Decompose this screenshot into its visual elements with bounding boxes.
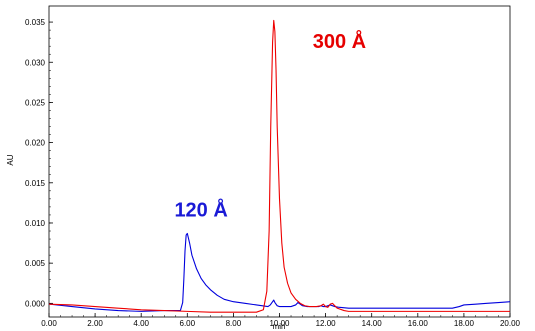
x-tick-label: 2.00 bbox=[87, 319, 103, 328]
y-axis-ticks: 0.000 0.005 0.010 0.015 0.020 0.025 0.030 0.035 bbox=[25, 18, 53, 308]
peak-annotation-2: 300 Å bbox=[313, 29, 366, 53]
series-line-2 bbox=[48, 19, 510, 313]
y-tick-label: 0.010 bbox=[25, 219, 46, 228]
y-axis-title: AU bbox=[6, 154, 15, 165]
y-tick-label: 0.030 bbox=[25, 58, 46, 67]
y-tick-label: 0.020 bbox=[25, 139, 46, 148]
series-line-1 bbox=[48, 232, 511, 312]
x-tick-label: 10.00 bbox=[269, 319, 290, 328]
x-tick-label: 8.00 bbox=[226, 319, 242, 328]
annotation-layer: 120 Å 300 Å bbox=[174, 29, 366, 222]
series-layer bbox=[48, 19, 511, 313]
y-tick-label: 0.015 bbox=[25, 179, 46, 188]
x-axis-ticks: 0.00 2.00 4.00 6.00 8.00 10.00 12.00 14.00 16.00… bbox=[41, 313, 521, 328]
x-tick-label: 6.00 bbox=[180, 319, 196, 328]
y-tick-label: 0.005 bbox=[25, 259, 46, 268]
y-tick-label: 0.035 bbox=[25, 18, 46, 27]
x-tick-label: 18.00 bbox=[454, 319, 475, 328]
plot-frame bbox=[48, 5, 511, 318]
x-tick-label: 14.00 bbox=[362, 319, 383, 328]
x-tick-label: 20.00 bbox=[500, 319, 521, 328]
x-tick-label: 0.00 bbox=[41, 319, 57, 328]
peak-annotation-1: 120 Å bbox=[174, 198, 227, 222]
x-tick-label: 12.00 bbox=[316, 319, 337, 328]
x-tick-label: 16.00 bbox=[408, 319, 429, 328]
y-tick-label: 0.000 bbox=[25, 299, 46, 308]
y-tick-label: 0.025 bbox=[25, 98, 46, 107]
x-tick-label: 4.00 bbox=[133, 319, 149, 328]
x-axis-title: min bbox=[273, 322, 286, 331]
